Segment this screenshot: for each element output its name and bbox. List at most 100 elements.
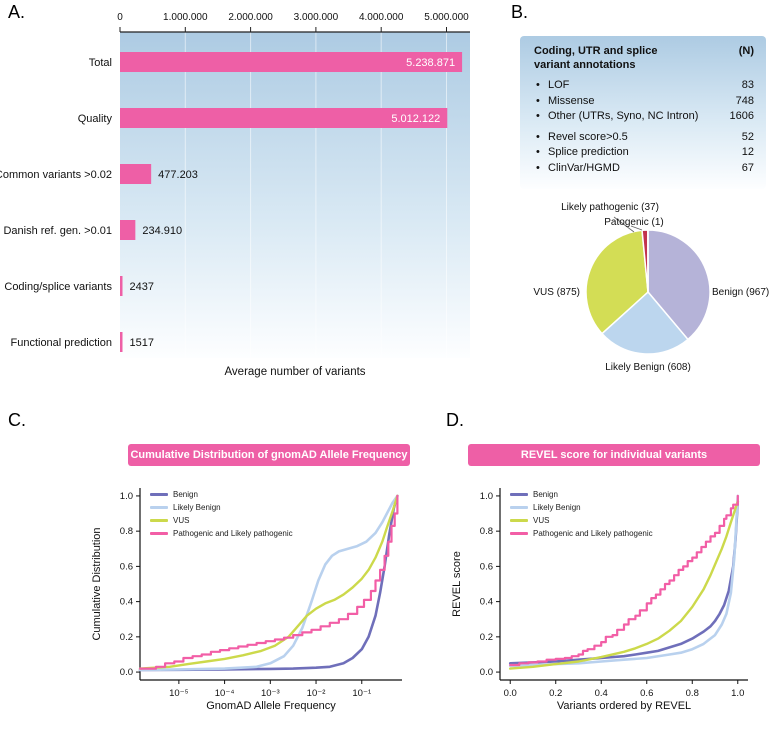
x-axis-tick-label: 3.000.000 [294,12,339,23]
legend-line-swatch [150,532,168,535]
table-row: • LOF 83 [520,78,766,94]
x-tick-label: 0.2 [549,688,562,699]
x-tick-label: 0.6 [640,688,653,699]
pie-slice-likely-benign [600,290,689,355]
legend-item: VUS [150,516,293,525]
legend-line-swatch [510,519,528,522]
x-axis-tick-label: 0 [117,12,123,23]
legend-line-swatch [510,493,528,496]
table-row-label: ClinVar/HGMD [548,161,620,174]
panel-a-label: A. [8,2,26,22]
y-tick-label: 1.0 [120,491,133,502]
y-tick-label: 0.6 [120,561,133,572]
legend-label: Likely Benign [173,503,221,512]
series-line-pathogenic-and-likely-pathogenic [509,494,739,667]
x-tick-label: 0.0 [504,688,517,699]
table-row-label: Revel score>0.5 [548,130,628,143]
bullet-icon: • [536,94,540,107]
bar [120,108,448,128]
x-axis-tick-label: 2.000.000 [228,12,273,23]
pie-label: VUS (875) [533,287,580,298]
x-tick-label: 10⁻⁴ [215,688,235,699]
bar-category-label: Danish ref. gen. >0.01 [3,225,112,237]
chart-d-title: REVEL score for individual variants [468,444,760,466]
legend-label: Pathogenic and Likely pathogenic [533,529,653,538]
table-row-value: 1606 [729,110,754,122]
legend-line-swatch [150,506,168,509]
legend-item: Likely Benign [150,503,293,512]
bar-value-label: 5.012.122 [391,113,440,125]
legend-item: Benign [510,490,653,499]
bar-value-label: 234.910 [142,225,182,237]
table-row-value: 83 [741,79,754,91]
legend-line-swatch [510,532,528,535]
chart-d-xlabel: Variants ordered by REVEL [556,700,692,712]
series-line-likely-benign [138,494,399,672]
leader-line [630,225,643,231]
bar-value-label: 477.203 [158,169,198,181]
y-tick-label: 0.8 [480,526,493,537]
legend-label: VUS [173,516,190,525]
chart-c-ylabel: Cumulative Distribution [91,527,103,641]
table-row: • ClinVar/HGMD 67 [520,161,766,177]
x-tick-label: 0.4 [595,688,608,699]
bar-category-label: Total [89,57,112,69]
x-tick-label: 0.8 [686,688,699,699]
y-tick-label: 0.2 [480,632,493,643]
x-tick-label: 10⁻¹ [352,688,371,699]
chart-d-ylabel: REVEL score [451,551,463,617]
legend-item: Pathogenic and Likely pathogenic [510,529,653,538]
bar [120,164,152,184]
x-tick-label: 10⁻² [307,688,326,699]
y-tick-label: 1.0 [480,491,493,502]
bullet-icon: • [536,161,540,174]
bar-category-label: Quality [78,113,113,125]
bar-chart-xlabel: Average number of variants [224,366,366,378]
panel-c-label: C. [8,410,26,430]
pie-label: Likely Benign (608) [605,362,691,373]
table-row-value: 12 [741,146,754,158]
pie-label: Likely pathogenic (37) [561,202,659,213]
bar-value-label: 5.238.871 [406,57,455,69]
legend-label: Likely Benign [533,503,581,512]
line-chart-revel: 0.0 0.2 0.4 0.6 0.8 1.0 0.0 0.2 0.4 0.6 0.8 1.0 [480,488,748,699]
y-tick-label: 0.0 [480,667,493,678]
y-tick-label: 0.0 [120,667,133,678]
bar [120,276,123,296]
bullet-icon: • [536,146,540,158]
table-title: Coding, UTR and splice variant annotatio… [534,45,658,71]
table-row-label: Missense [548,94,595,107]
table-col-n: (N) [738,45,754,57]
series-line-vus [509,500,739,670]
table-row-label: Splice prediction [548,146,629,158]
x-tick-label: 10⁻³ [261,688,280,699]
bar-value-label: 1517 [130,337,154,349]
legend-line-swatch [510,506,528,509]
pie-chart: Benign (967) Likely Benign (608) VUS (875)… [533,202,769,373]
bar-value-label: 2437 [130,281,154,293]
table-row-label: LOF [548,79,570,91]
table-row: • Splice prediction 12 [520,145,766,161]
panel-b-label: B. [511,2,529,22]
chart-c-title: Cumulative Distribution of gnomAD Allele… [128,444,410,466]
bar-chart: 0 1.000.000 2.000.000 3.000.000 4.000.000 5.0… [0,12,470,358]
table-row: • Revel score>0.5 52 [520,130,766,146]
legend-item: Likely Benign [510,503,653,512]
legend-item: Pathogenic and Likely pathogenic [150,529,293,538]
annotation-table: Coding, UTR and splice variant annotatio… [520,36,766,189]
bar [120,52,463,72]
leader-line [613,216,635,233]
legend-line-swatch [150,493,168,496]
legend-item: VUS [510,516,653,525]
table-row: • Missense 748 [520,94,766,110]
legend-label: VUS [533,516,550,525]
legend-line-swatch [150,519,168,522]
pie-slice-benign [647,229,711,341]
legend-item: Benign [150,490,293,499]
bar [120,220,136,240]
x-tick-label: 1.0 [731,688,744,699]
panel-d-label: D. [446,410,464,430]
y-tick-label: 0.8 [120,526,133,537]
bar-chart-plot-bg [120,32,470,358]
